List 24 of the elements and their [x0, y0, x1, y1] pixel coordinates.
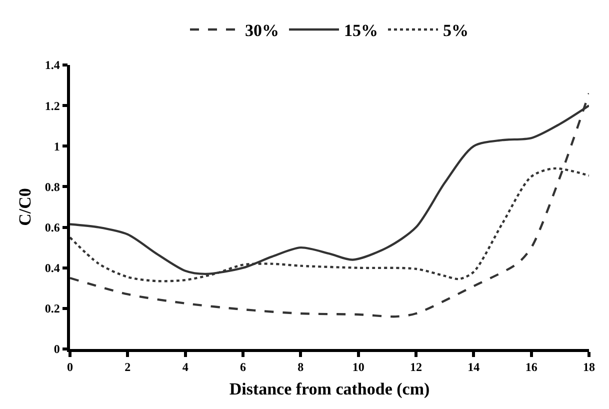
y-tick-label: 0.2 — [44, 302, 60, 316]
x-tick-label: 0 — [67, 360, 73, 374]
x-tick-label: 6 — [240, 360, 246, 374]
y-tick-label: 1 — [54, 139, 60, 154]
y-tick-label: 1.2 — [44, 98, 60, 113]
x-tick-label: 18 — [583, 360, 595, 374]
legend-label: 5% — [443, 21, 468, 40]
x-tick-label: 14 — [468, 360, 480, 374]
legend-label: 15% — [344, 21, 378, 40]
legend-label: 30% — [245, 21, 279, 40]
x-tick-label: 4 — [182, 360, 188, 374]
y-tick-label: 0.6 — [44, 220, 60, 234]
x-tick-label: 16 — [525, 360, 538, 374]
y-tick-label: 0.4 — [44, 261, 60, 276]
y-tick-label: 0.8 — [44, 180, 60, 194]
y-tick-label: 1.4 — [44, 58, 60, 72]
x-tick-label: 12 — [410, 360, 422, 374]
x-tick-label: 8 — [298, 360, 304, 374]
y-tick-label: 0 — [54, 342, 60, 356]
x-axis-title: Distance from cathode (cm) — [229, 380, 430, 399]
y-axis-title: C/C0 — [15, 188, 34, 226]
x-tick-label: 2 — [124, 360, 131, 374]
line-series — [70, 92, 589, 318]
x-tick-label: 10 — [352, 360, 364, 374]
